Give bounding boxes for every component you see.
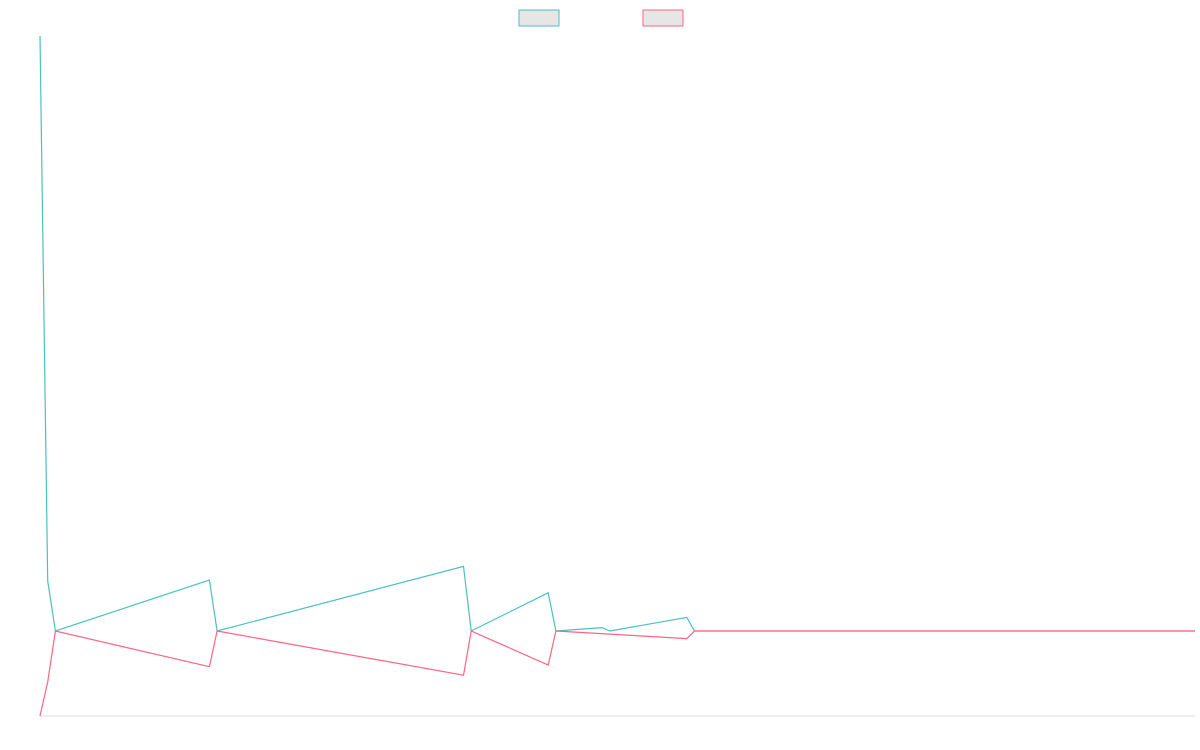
- legend[interactable]: [518, 9, 684, 27]
- legend-swatch-1[interactable]: [518, 9, 560, 27]
- series-line-1: [39, 35, 1195, 632]
- series-layer: [39, 35, 1195, 717]
- legend-swatch-2[interactable]: [642, 9, 684, 27]
- series-line-2: [39, 630, 1195, 717]
